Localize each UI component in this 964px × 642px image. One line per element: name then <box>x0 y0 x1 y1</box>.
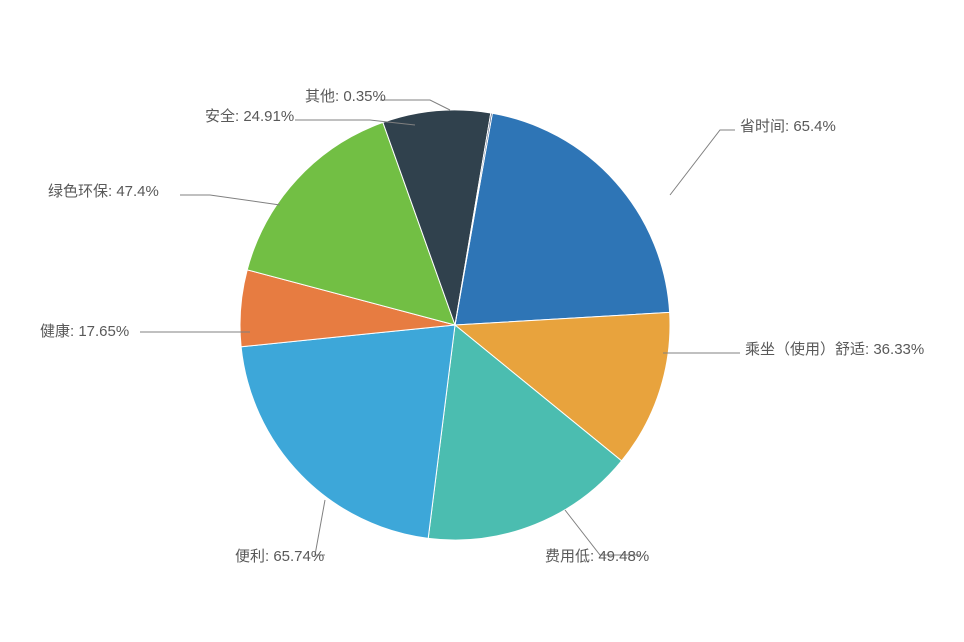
slice-label: 费用低: 49.48% <box>545 545 649 566</box>
slice-label: 安全: 24.91% <box>205 105 294 126</box>
pie-slice <box>241 325 455 538</box>
leader-line <box>380 100 450 110</box>
pie-chart: 省时间: 65.4% 乘坐（使用）舒适: 36.33% 费用低: 49.48% 便利:… <box>0 0 964 642</box>
slice-label: 乘坐（使用）舒适: 36.33% <box>745 338 924 359</box>
slice-label: 健康: 17.65% <box>40 320 129 341</box>
slice-label: 其他: 0.35% <box>305 85 386 106</box>
leader-line <box>180 195 280 205</box>
leader-line <box>670 130 735 195</box>
pie-svg <box>0 0 964 642</box>
slice-label: 省时间: 65.4% <box>740 115 836 136</box>
slice-label: 便利: 65.74% <box>235 545 324 566</box>
slice-label: 绿色环保: 47.4% <box>48 180 159 201</box>
